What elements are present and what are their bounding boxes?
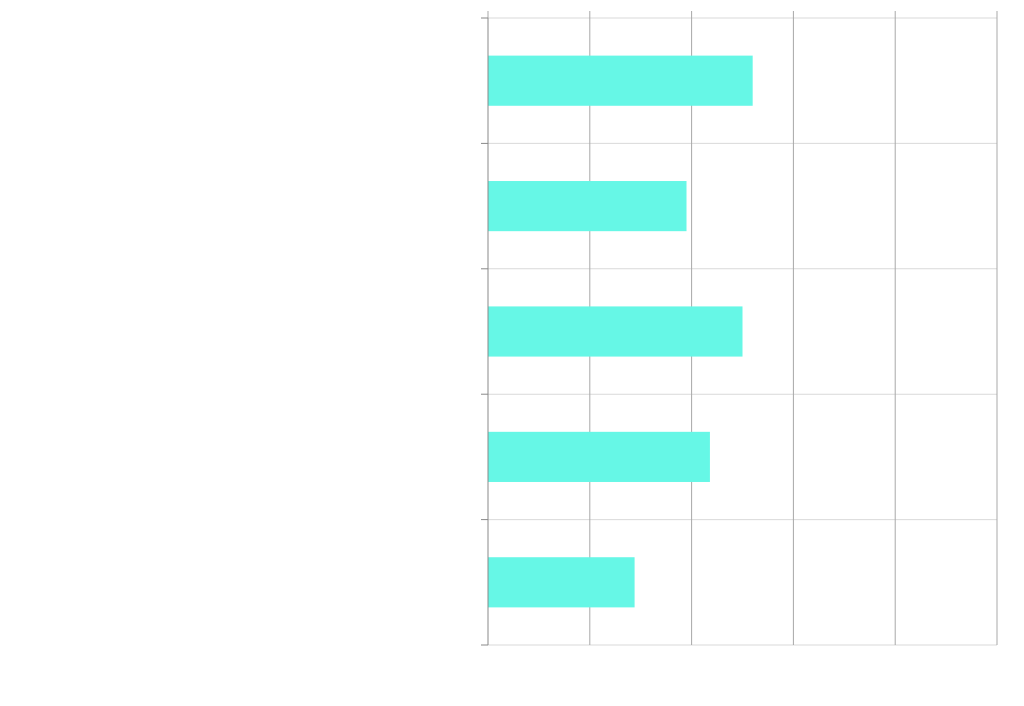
bar [488, 557, 635, 608]
bar [488, 181, 687, 232]
bar-layer [488, 55, 753, 608]
bar [488, 55, 753, 106]
axis-layer [481, 17, 489, 646]
bar [488, 306, 743, 357]
bar [488, 431, 710, 482]
